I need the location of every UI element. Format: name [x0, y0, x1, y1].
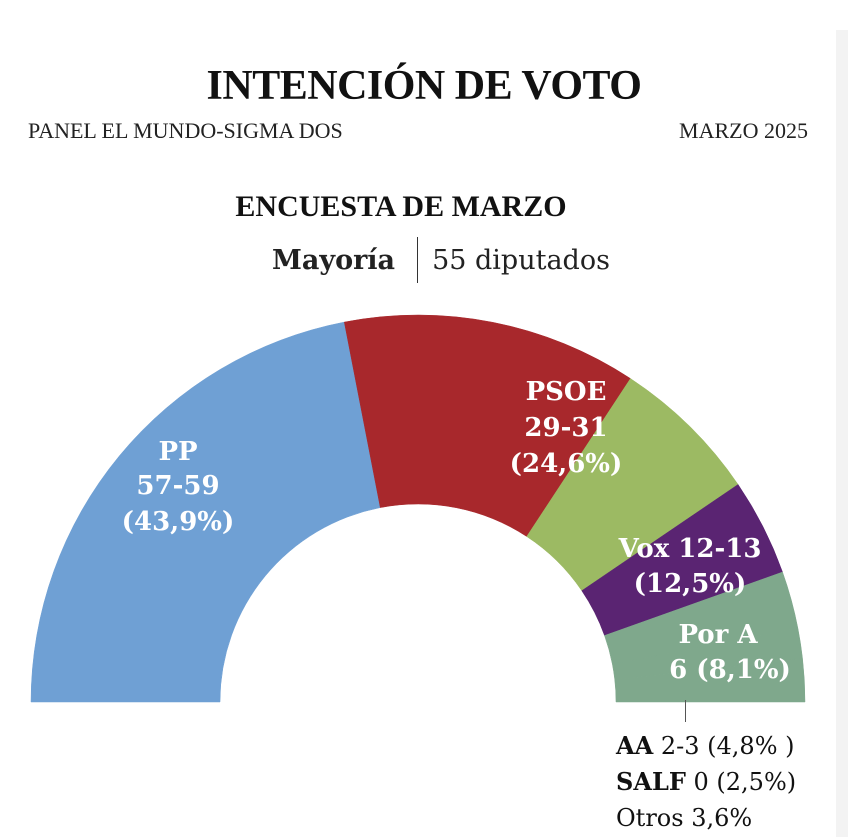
- label-pora-name: Por A: [678, 620, 758, 650]
- label-pp-name: PP: [158, 437, 197, 467]
- slice-pp: [30, 321, 381, 703]
- chart-title: INTENCIÓN DE VOTO: [206, 63, 642, 109]
- label-pora-seats: 6 (8,1%): [669, 655, 791, 685]
- slice-psoe: [343, 314, 631, 537]
- label-psoe-seats: 29-31: [524, 413, 607, 443]
- legend-aa: AA 2-3 (4,8% ): [616, 731, 795, 760]
- label-psoe-name: PSOE: [526, 377, 607, 407]
- majority-separator: [417, 237, 419, 283]
- label-pp-seats: 57-59: [136, 471, 219, 501]
- chart-date: MARZO 2025: [679, 118, 808, 143]
- label-vox-name: Vox 12-13: [618, 534, 762, 564]
- small-parties-leader-line: [685, 700, 686, 722]
- legend-salf: SALF 0 (2,5%): [616, 767, 797, 796]
- label-vox-pct: (12,5%): [634, 569, 747, 599]
- label-psoe-pct: (24,6%): [510, 449, 623, 479]
- legend-otros: Otros 3,6%: [616, 804, 753, 832]
- chart-subtitle: ENCUESTA DE MARZO: [235, 190, 567, 223]
- slice-otros: [614, 658, 806, 703]
- chart-source: PANEL EL MUNDO-SIGMA DOS: [28, 118, 343, 143]
- majority-line: Mayoría 55 diputados: [272, 236, 610, 284]
- label-pp-pct: (43,9%): [122, 507, 235, 537]
- page-side-strip: [836, 30, 848, 837]
- majority-label: Mayoría: [272, 244, 396, 276]
- majority-value: 55 diputados: [432, 244, 610, 276]
- small-parties-legend: AA 2-3 (4,8% ) SALF 0 (2,5%) Otros 3,6%: [616, 728, 796, 836]
